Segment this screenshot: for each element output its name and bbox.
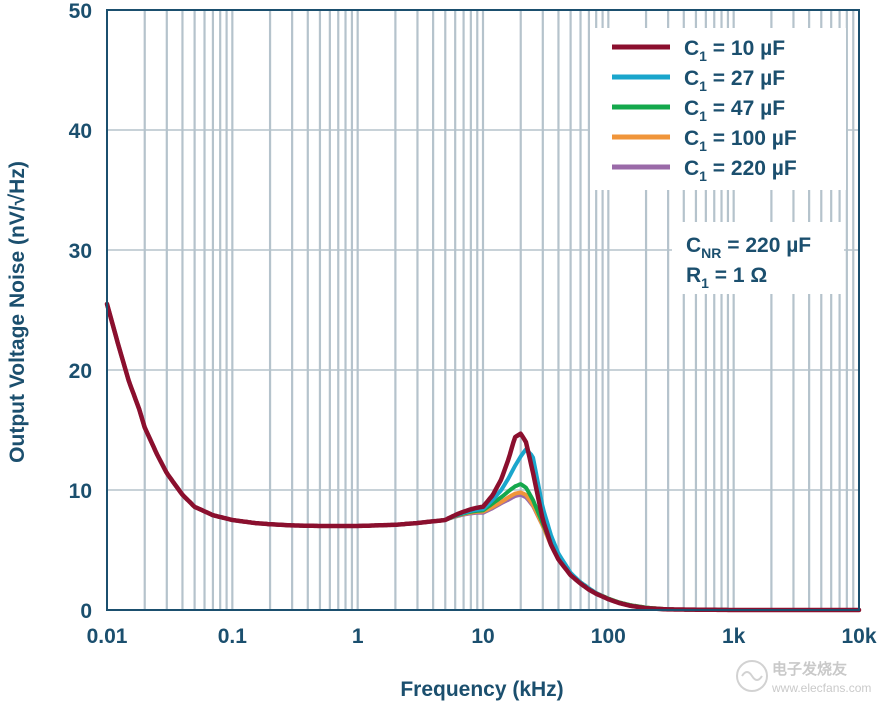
legend-entry: C1 = 220 µF [612, 157, 797, 184]
legend-entry: C1 = 47 µF [612, 97, 785, 124]
x-tick-label: 10k [841, 625, 876, 648]
grid [107, 10, 859, 610]
y-tick-label: 30 [69, 240, 92, 263]
plot-frame [106, 9, 860, 611]
x-tick-label: 0.1 [218, 625, 248, 648]
x-axis-label: Frequency (kHz) [400, 678, 563, 701]
y-tick-label: 20 [69, 360, 92, 383]
legend-label: C1 = 100 µF [684, 127, 797, 154]
legend-label: C1 = 47 µF [684, 97, 785, 124]
legend-label: C1 = 220 µF [684, 157, 797, 184]
annotation-cnr: CNR = 220 µF [686, 234, 811, 261]
legend-label: C1 = 27 µF [684, 67, 785, 94]
y-tick-label: 50 [69, 0, 92, 23]
x-tick-label: 0.01 [87, 625, 128, 648]
y-tick-label: 0 [80, 600, 92, 623]
x-tick-label: 1 [352, 625, 364, 648]
x-tick-label: 100 [591, 625, 626, 648]
y-tick-label: 10 [69, 480, 92, 503]
legend-entry: C1 = 27 µF [612, 67, 785, 94]
legend-entry: C1 = 100 µF [612, 127, 797, 154]
annotation-background [672, 222, 844, 294]
annotation-r1: R1 = 1 Ω [686, 264, 767, 291]
y-axis-label: Output Voltage Noise (nV/√Hz) [6, 161, 29, 463]
legend-label: C1 = 10 µF [684, 37, 785, 64]
watermark: 电子发烧友 www.elecfans.com [736, 660, 871, 695]
legend: C1 = 10 µF C1 = 27 µF C1 = 47 µF C1 = 100 µ… [590, 28, 846, 190]
y-tick-label: 40 [69, 120, 92, 143]
x-tick-label: 1k [722, 625, 746, 648]
legend-entry: C1 = 10 µF [612, 37, 785, 64]
watermark-cn: 电子发烧友 [772, 660, 847, 678]
watermark-url: www.elecfans.com [771, 681, 871, 695]
annotation-box: CNR = 220 µF R1 = 1 Ω [672, 222, 844, 294]
elecfans-logo-icon [736, 660, 768, 692]
x-tick-label: 10 [471, 625, 494, 648]
y-tick-labels: 0 10 20 30 40 50 [69, 0, 92, 623]
x-tick-labels: 0.01 0.1 1 10 100 1k 10k [87, 625, 877, 648]
